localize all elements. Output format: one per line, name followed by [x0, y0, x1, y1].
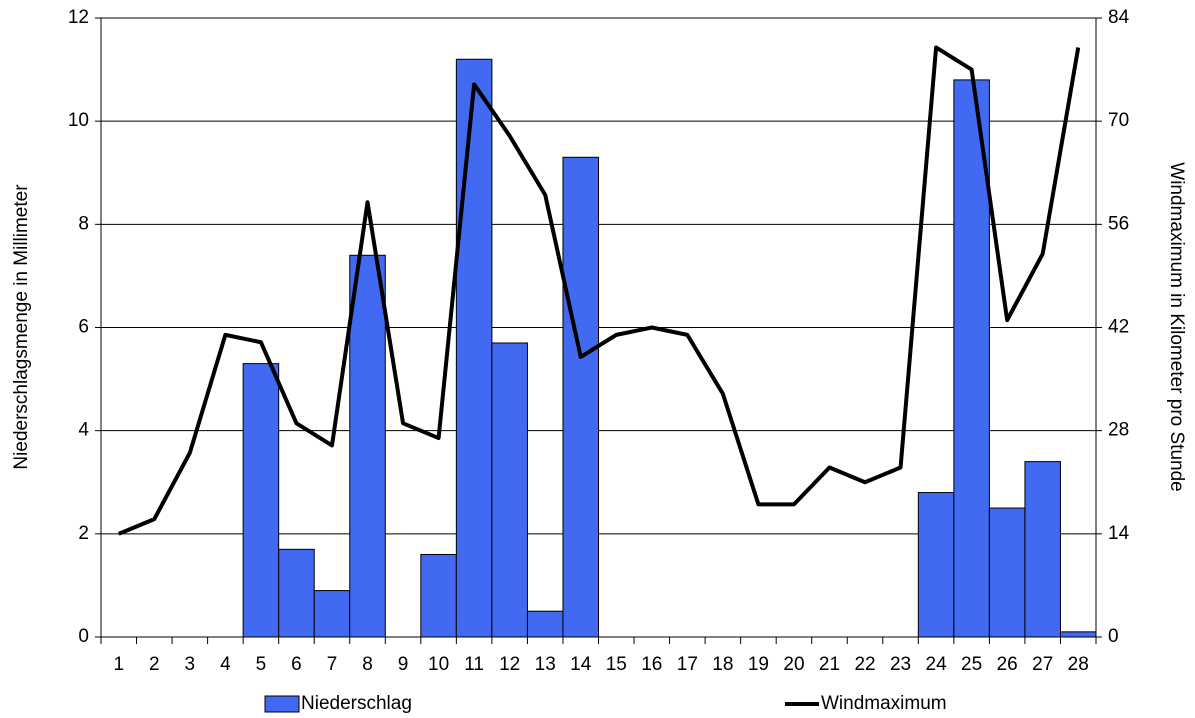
x-tick-label: 14: [570, 654, 592, 675]
x-tick-label: 1: [113, 654, 124, 675]
bar: [562, 156, 600, 638]
y2-axis-title: Windmaximum in Kilometer pro Stunde: [1166, 162, 1187, 491]
bar: [917, 492, 955, 638]
x-tick-label: 12: [499, 654, 520, 675]
y2-tick-label: 42: [1108, 317, 1129, 338]
x-tick-label: 13: [535, 654, 556, 675]
y-tick-label: 6: [78, 317, 89, 338]
x-tick-label: 11: [464, 654, 484, 675]
x-tick-label: 18: [712, 654, 733, 675]
y2-tick-label: 70: [1108, 110, 1129, 131]
x-tick-label: 2: [149, 654, 160, 675]
y2-tick-label: 28: [1108, 420, 1129, 441]
legend-label: Niederschlag: [301, 693, 412, 714]
x-tick-label: 7: [327, 654, 338, 675]
y2-tick-label: 56: [1108, 213, 1129, 234]
bar: [491, 342, 528, 638]
x-tick-label: 19: [748, 654, 769, 675]
x-tick-label: 28: [1068, 654, 1089, 675]
y2-tick-label: 84: [1108, 7, 1130, 28]
y2-tick-label: 0: [1108, 626, 1119, 647]
y-tick-label: 4: [78, 420, 89, 441]
x-tick-label: 23: [890, 654, 911, 675]
legend-label: Windmaximum: [821, 693, 947, 714]
x-tick-label: 9: [398, 654, 409, 675]
x-tick-label: 21: [819, 654, 840, 675]
bar: [420, 553, 457, 638]
y-tick-label: 10: [68, 110, 89, 131]
bar: [1024, 461, 1061, 638]
legend-swatch: [264, 695, 300, 713]
bar: [953, 79, 990, 638]
x-tick-label: 4: [220, 654, 231, 675]
x-tick-label: 22: [854, 654, 875, 675]
bar: [313, 590, 351, 638]
x-tick-label: 24: [926, 654, 948, 675]
y-tick-label: 2: [78, 523, 89, 544]
x-tick-label: 8: [362, 654, 373, 675]
y-tick-label: 12: [68, 7, 89, 28]
bar: [349, 254, 386, 638]
x-tick-label: 20: [783, 654, 804, 675]
x-tick-label: 15: [606, 654, 627, 675]
bar: [455, 58, 493, 638]
bar: [988, 507, 1026, 638]
x-tick-label: 17: [677, 654, 698, 675]
bar: [526, 610, 564, 638]
bar: [1059, 631, 1097, 638]
y-tick-label: 8: [78, 213, 89, 234]
x-tick-label: 26: [997, 654, 1018, 675]
y-axis-title: Niederschlagsmenge in Millimeter: [11, 184, 32, 470]
x-tick-label: 25: [961, 654, 982, 675]
x-tick-label: 3: [185, 654, 196, 675]
y-tick-label: 0: [78, 626, 89, 647]
line: [118, 45, 1081, 536]
x-tick-label: 16: [641, 654, 662, 675]
x-tick-label: 10: [428, 654, 449, 675]
y2-tick-label: 14: [1108, 523, 1130, 544]
x-tick-label: 27: [1032, 654, 1053, 675]
bar: [278, 548, 315, 638]
bar: [242, 363, 280, 638]
x-tick-label: 6: [291, 654, 302, 675]
x-tick-label: 5: [256, 654, 267, 675]
